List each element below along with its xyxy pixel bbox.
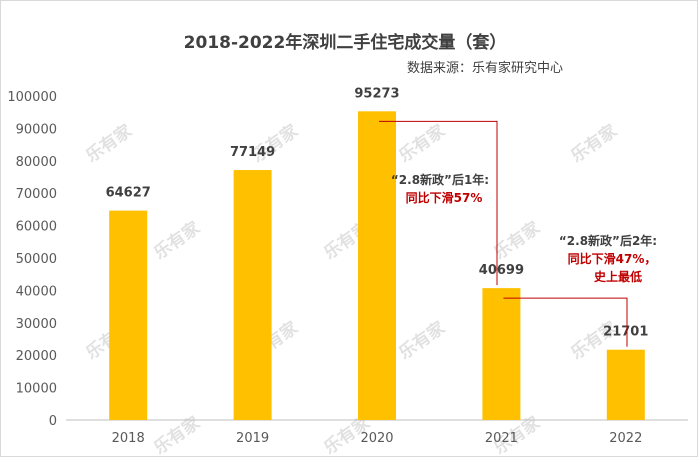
data-label: 21701 — [603, 325, 648, 340]
data-label: 40699 — [479, 263, 524, 278]
bar — [109, 210, 148, 420]
y-tick-label: 40000 — [16, 284, 57, 299]
bar — [482, 288, 521, 420]
x-tick-label: 2020 — [360, 431, 393, 446]
y-tick-label: 0 — [49, 414, 57, 429]
x-tick-label: 2022 — [609, 431, 642, 446]
bars — [109, 111, 645, 420]
annotation-detail: 同比下滑57% — [406, 190, 483, 205]
y-tick-label: 100000 — [7, 90, 57, 105]
data-label: 64627 — [106, 186, 151, 201]
bar — [233, 170, 272, 420]
y-tick-label: 70000 — [16, 187, 57, 202]
data-label: 77149 — [230, 145, 275, 160]
y-tick-label: 80000 — [16, 155, 57, 170]
value-labels: 64627 77149 95273 40699 21701 — [106, 86, 649, 339]
annotation-detail: 同比下滑47%， — [568, 251, 657, 266]
annotation-heading: “2.8新政”后1年: — [391, 172, 489, 187]
bar — [606, 349, 645, 420]
x-tick-label: 2018 — [112, 431, 145, 446]
y-tick-label: 50000 — [16, 252, 57, 267]
bar — [358, 111, 396, 420]
y-tick-label: 90000 — [16, 122, 57, 137]
y-tick-label: 30000 — [16, 317, 57, 332]
annotation-connector — [379, 120, 498, 286]
data-label: 95273 — [354, 86, 399, 101]
chart-title: 2018-2022年深圳二手住宅成交量（套） — [184, 32, 507, 53]
annotation-heading: “2.8新政”后2年: — [559, 233, 657, 248]
annotation-detail: 史上最低 — [594, 269, 642, 284]
y-tick-label: 60000 — [16, 220, 57, 235]
y-axis: 0 10000 20000 30000 40000 50000 60000 70000 8000… — [7, 90, 57, 429]
chart-subtitle: 数据来源：乐有家研究中心 — [407, 60, 563, 76]
x-tick-label: 2019 — [236, 431, 269, 446]
y-tick-label: 20000 — [16, 349, 57, 364]
annotation-connector — [503, 297, 628, 347]
y-tick-label: 10000 — [16, 382, 57, 397]
annotations: “2.8新政”后1年: 同比下滑57% “2.8新政”后2年: 同比下滑47%， 史上最… — [379, 120, 657, 347]
x-tick-label: 2021 — [485, 431, 518, 446]
